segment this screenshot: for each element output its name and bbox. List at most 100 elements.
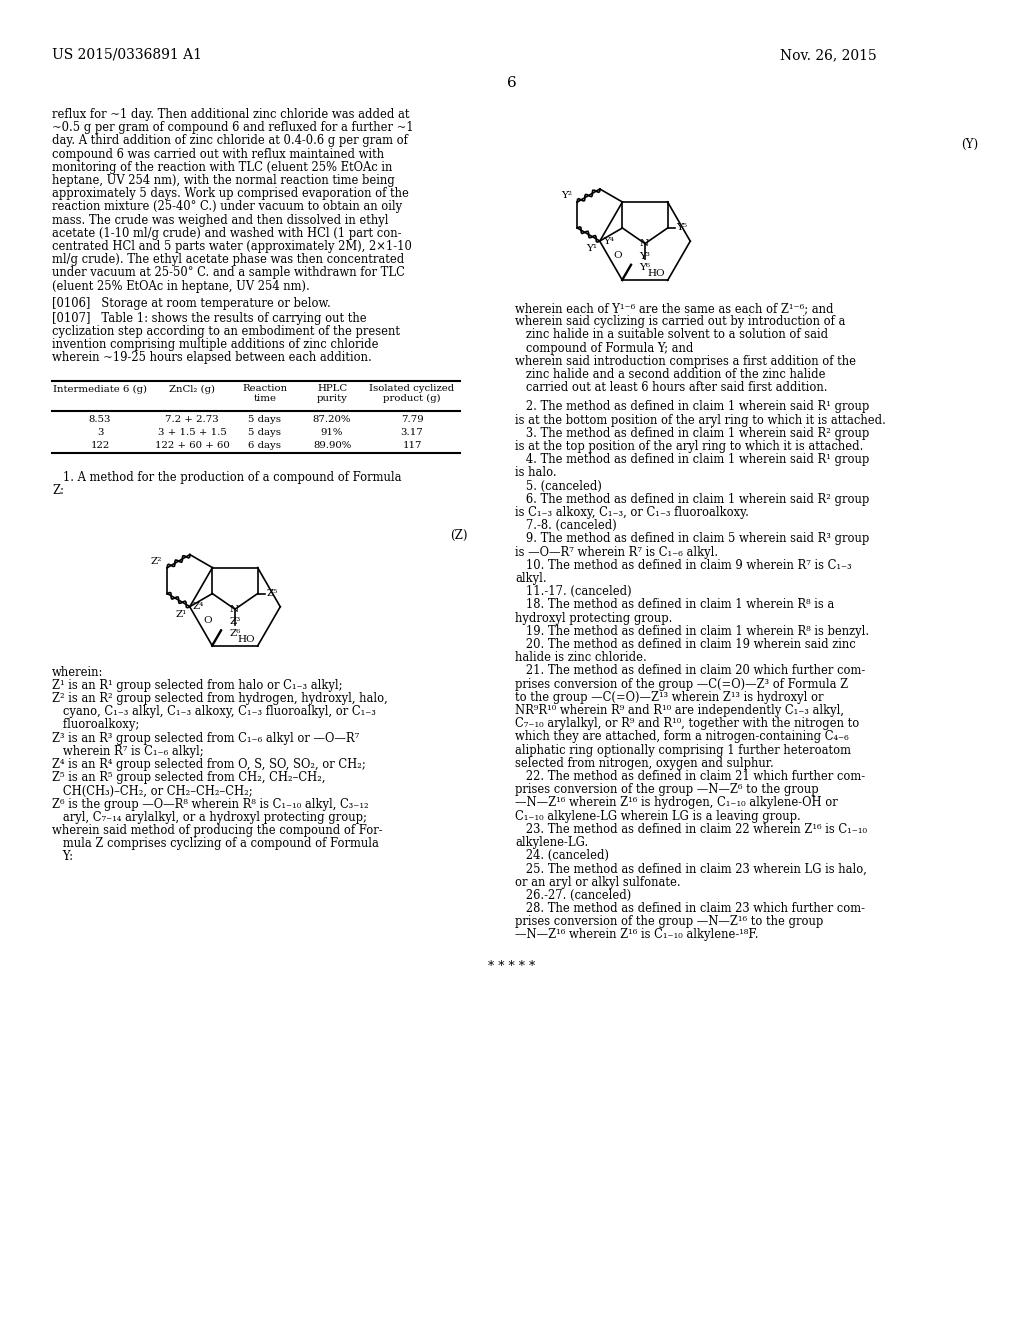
Text: reflux for ~1 day. Then additional zinc chloride was added at: reflux for ~1 day. Then additional zinc …	[52, 108, 410, 121]
Text: wherein:: wherein:	[52, 665, 103, 678]
Text: 87.20%: 87.20%	[312, 414, 351, 424]
Text: 18. The method as defined in claim 1 wherein R⁸ is a: 18. The method as defined in claim 1 whe…	[515, 598, 835, 611]
Text: Z⁵ is an R⁵ group selected from CH₂, CH₂–CH₂,: Z⁵ is an R⁵ group selected from CH₂, CH₂…	[52, 771, 326, 784]
Text: alkylene-LG.: alkylene-LG.	[515, 836, 588, 849]
Text: prises conversion of the group —N—Z¹⁶ to the group: prises conversion of the group —N—Z¹⁶ to…	[515, 915, 823, 928]
Text: Z⁴: Z⁴	[193, 602, 204, 611]
Text: Z²: Z²	[151, 557, 163, 565]
Text: purity: purity	[316, 393, 347, 403]
Text: 7.2 + 2.73: 7.2 + 2.73	[165, 414, 219, 424]
Text: 3 + 1.5 + 1.5: 3 + 1.5 + 1.5	[158, 428, 226, 437]
Text: Y⁵: Y⁵	[677, 223, 687, 232]
Text: 21. The method as defined in claim 20 which further com-: 21. The method as defined in claim 20 wh…	[515, 664, 865, 677]
Text: aryl, C₇₋₁₄ arylalkyl, or a hydroxyl protecting group;: aryl, C₇₋₁₄ arylalkyl, or a hydroxyl pro…	[52, 810, 367, 824]
Text: 1. A method for the production of a compound of Formula: 1. A method for the production of a comp…	[52, 471, 401, 483]
Text: 117: 117	[402, 441, 422, 450]
Text: 122 + 60 + 60: 122 + 60 + 60	[155, 441, 229, 450]
Text: halide is zinc chloride.: halide is zinc chloride.	[515, 651, 647, 664]
Text: HO: HO	[237, 635, 255, 644]
Text: US 2015/0336891 A1: US 2015/0336891 A1	[52, 48, 202, 62]
Text: monitoring of the reaction with TLC (eluent 25% EtOAc in: monitoring of the reaction with TLC (elu…	[52, 161, 392, 174]
Text: mass. The crude was weighed and then dissolved in ethyl: mass. The crude was weighed and then dis…	[52, 214, 388, 227]
Text: 25. The method as defined in claim 23 wherein LG is halo,: 25. The method as defined in claim 23 wh…	[515, 862, 867, 875]
Text: is —O—R⁷ wherein R⁷ is C₁₋₆ alkyl.: is —O—R⁷ wherein R⁷ is C₁₋₆ alkyl.	[515, 545, 718, 558]
Text: 24. (canceled): 24. (canceled)	[515, 849, 609, 862]
Text: compound of Formula Y; and: compound of Formula Y; and	[515, 342, 693, 355]
Text: wherein ~19-25 hours elapsed between each addition.: wherein ~19-25 hours elapsed between eac…	[52, 351, 372, 364]
Text: Y¹: Y¹	[586, 244, 597, 253]
Text: product (g): product (g)	[383, 393, 440, 403]
Text: ml/g crude). The ethyl acetate phase was then concentrated: ml/g crude). The ethyl acetate phase was…	[52, 253, 404, 267]
Text: to the group —C(=O)—Z¹³ wherein Z¹³ is hydroxyl or: to the group —C(=O)—Z¹³ wherein Z¹³ is h…	[515, 690, 823, 704]
Text: * * * * *: * * * * *	[488, 960, 536, 973]
Text: 6 days: 6 days	[249, 441, 282, 450]
Text: Z³ is an R³ group selected from C₁₋₆ alkyl or —O—R⁷: Z³ is an R³ group selected from C₁₋₆ alk…	[52, 731, 359, 744]
Text: day. A third addition of zinc chloride at 0.4-0.6 g per gram of: day. A third addition of zinc chloride a…	[52, 135, 408, 148]
Text: fluoroalkoxy;: fluoroalkoxy;	[52, 718, 139, 731]
Text: zinc halide in a suitable solvent to a solution of said: zinc halide in a suitable solvent to a s…	[515, 329, 828, 342]
Text: 22. The method as defined in claim 21 which further com-: 22. The method as defined in claim 21 wh…	[515, 770, 865, 783]
Text: 91%: 91%	[321, 428, 343, 437]
Text: Y:: Y:	[52, 850, 73, 863]
Text: or an aryl or alkyl sulfonate.: or an aryl or alkyl sulfonate.	[515, 875, 681, 888]
Text: invention comprising multiple additions of zinc chloride: invention comprising multiple additions …	[52, 338, 379, 351]
Text: wherein R⁷ is C₁₋₆ alkyl;: wherein R⁷ is C₁₋₆ alkyl;	[52, 744, 204, 758]
Text: mula Z comprises cyclizing of a compound of Formula: mula Z comprises cyclizing of a compound…	[52, 837, 379, 850]
Text: prises conversion of the group —C(=O)—Z³ of Formula Z: prises conversion of the group —C(=O)—Z³…	[515, 677, 848, 690]
Text: Y²: Y²	[561, 191, 572, 201]
Text: aliphatic ring optionally comprising 1 further heteroatom: aliphatic ring optionally comprising 1 f…	[515, 743, 851, 756]
Text: 6: 6	[507, 77, 517, 90]
Text: alkyl.: alkyl.	[515, 572, 547, 585]
Text: wherein each of Y¹⁻⁶ are the same as each of Z¹⁻⁶; and: wherein each of Y¹⁻⁶ are the same as eac…	[515, 302, 834, 315]
Text: wherein said cyclizing is carried out by introduction of a: wherein said cyclizing is carried out by…	[515, 315, 846, 329]
Text: under vacuum at 25-50° C. and a sample withdrawn for TLC: under vacuum at 25-50° C. and a sample w…	[52, 267, 404, 280]
Text: N: N	[229, 605, 239, 614]
Text: Z⁶: Z⁶	[229, 628, 241, 638]
Text: HO: HO	[647, 269, 665, 279]
Text: 7.-8. (canceled): 7.-8. (canceled)	[515, 519, 616, 532]
Text: [0107]   Table 1: shows the results of carrying out the: [0107] Table 1: shows the results of car…	[52, 312, 367, 325]
Text: 20. The method as defined in claim 19 wherein said zinc: 20. The method as defined in claim 19 wh…	[515, 638, 856, 651]
Text: C₁₋₁₀ alkylene-LG wherein LG is a leaving group.: C₁₋₁₀ alkylene-LG wherein LG is a leavin…	[515, 809, 801, 822]
Text: 9. The method as defined in claim 5 wherein said R³ group: 9. The method as defined in claim 5 wher…	[515, 532, 869, 545]
Text: Y³: Y³	[639, 252, 650, 261]
Text: Nov. 26, 2015: Nov. 26, 2015	[780, 48, 877, 62]
Text: 122: 122	[90, 441, 110, 450]
Text: Z:: Z:	[52, 484, 63, 496]
Text: time: time	[254, 393, 276, 403]
Text: 19. The method as defined in claim 1 wherein R⁸ is benzyl.: 19. The method as defined in claim 1 whe…	[515, 624, 869, 638]
Text: wherein said introduction comprises a first addition of the: wherein said introduction comprises a fi…	[515, 355, 856, 368]
Text: ZnCl₂ (g): ZnCl₂ (g)	[169, 384, 215, 393]
Text: 10. The method as defined in claim 9 wherein R⁷ is C₁₋₃: 10. The method as defined in claim 9 whe…	[515, 558, 852, 572]
Text: HPLC: HPLC	[317, 384, 347, 392]
Text: 11.-17. (canceled): 11.-17. (canceled)	[515, 585, 632, 598]
Text: is C₁₋₃ alkoxy, C₁₋₃, or C₁₋₃ fluoroalkoxy.: is C₁₋₃ alkoxy, C₁₋₃, or C₁₋₃ fluoroalko…	[515, 506, 749, 519]
Text: O: O	[204, 616, 212, 626]
Text: wherein said method of producing the compound of For-: wherein said method of producing the com…	[52, 824, 383, 837]
Text: compound 6 was carried out with reflux maintained with: compound 6 was carried out with reflux m…	[52, 148, 384, 161]
Text: NR⁹R¹⁰ wherein R⁹ and R¹⁰ are independently C₁₋₃ alkyl,: NR⁹R¹⁰ wherein R⁹ and R¹⁰ are independen…	[515, 704, 844, 717]
Text: N: N	[639, 239, 648, 248]
Text: O: O	[613, 251, 622, 260]
Text: centrated HCl and 5 parts water (approximately 2M), 2×1-10: centrated HCl and 5 parts water (approxi…	[52, 240, 412, 253]
Text: (Z): (Z)	[450, 528, 468, 541]
Text: prises conversion of the group —N—Z⁶ to the group: prises conversion of the group —N—Z⁶ to …	[515, 783, 818, 796]
Text: 3: 3	[96, 428, 103, 437]
Text: Intermediate 6 (g): Intermediate 6 (g)	[53, 384, 147, 393]
Text: [0106]   Storage at room temperature or below.: [0106] Storage at room temperature or be…	[52, 297, 331, 310]
Text: is at the top position of the aryl ring to which it is attached.: is at the top position of the aryl ring …	[515, 440, 863, 453]
Text: Reaction: Reaction	[243, 384, 288, 392]
Text: Z² is an R² group selected from hydrogen, hydroxyl, halo,: Z² is an R² group selected from hydrogen…	[52, 692, 388, 705]
Text: Z¹: Z¹	[175, 610, 186, 619]
Text: 4. The method as defined in claim 1 wherein said R¹ group: 4. The method as defined in claim 1 wher…	[515, 453, 869, 466]
Text: Z⁴ is an R⁴ group selected from O, S, SO, SO₂, or CH₂;: Z⁴ is an R⁴ group selected from O, S, SO…	[52, 758, 366, 771]
Text: zinc halide and a second addition of the zinc halide: zinc halide and a second addition of the…	[515, 368, 825, 381]
Text: Y⁶: Y⁶	[640, 263, 650, 272]
Text: (Y): (Y)	[961, 139, 978, 150]
Text: cyano, C₁₋₃ alkyl, C₁₋₃ alkoxy, C₁₋₃ fluoroalkyl, or C₁₋₃: cyano, C₁₋₃ alkyl, C₁₋₃ alkoxy, C₁₋₃ flu…	[52, 705, 376, 718]
Text: —N—Z¹⁶ wherein Z¹⁶ is C₁₋₁₀ alkylene-¹⁸F.: —N—Z¹⁶ wherein Z¹⁶ is C₁₋₁₀ alkylene-¹⁸F…	[515, 928, 759, 941]
Text: which they are attached, form a nitrogen-containing C₄₋₆: which they are attached, form a nitrogen…	[515, 730, 849, 743]
Text: 89.90%: 89.90%	[313, 441, 351, 450]
Text: Z¹ is an R¹ group selected from halo or C₁₋₃ alkyl;: Z¹ is an R¹ group selected from halo or …	[52, 678, 342, 692]
Text: 3.17: 3.17	[400, 428, 423, 437]
